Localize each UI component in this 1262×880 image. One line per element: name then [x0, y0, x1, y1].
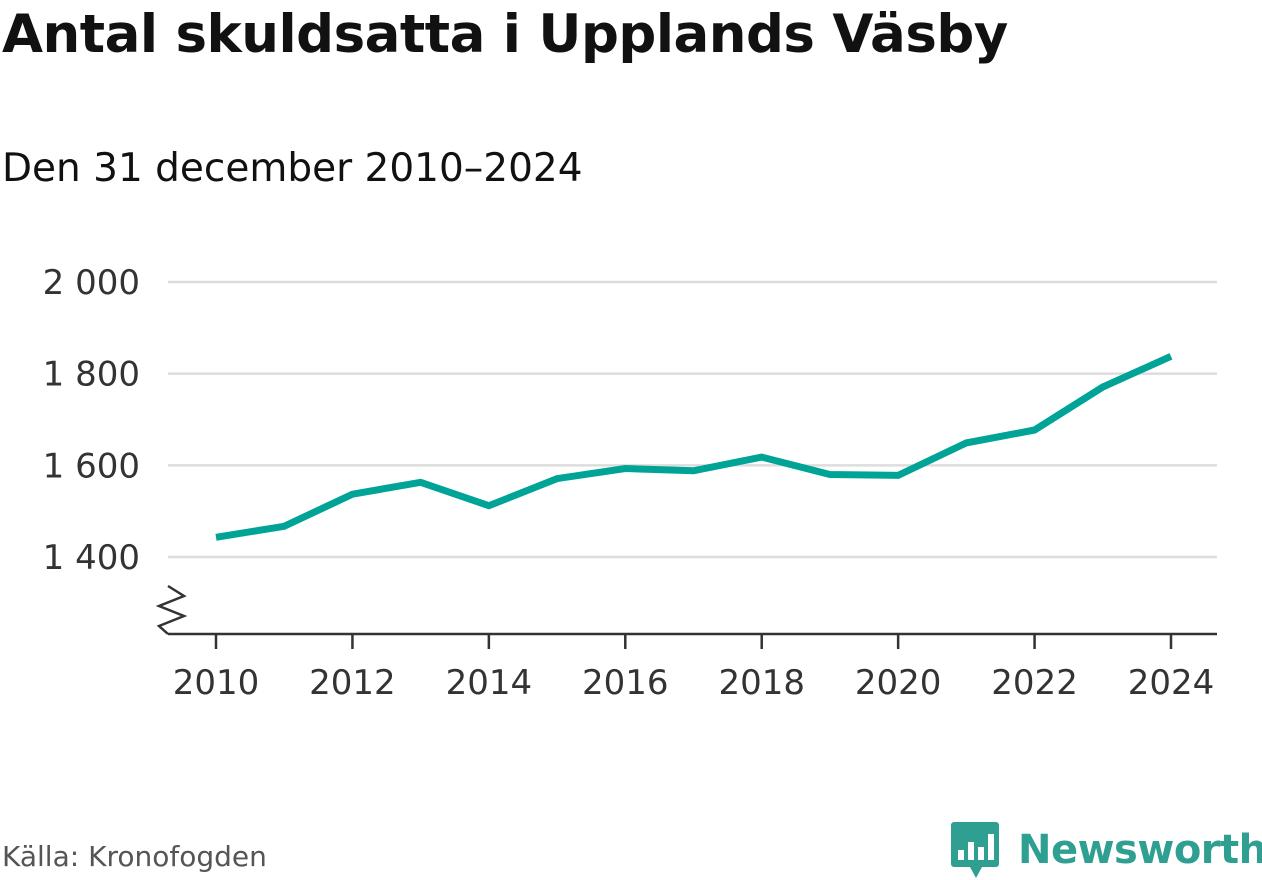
x-tick-label: 2024 [1128, 663, 1215, 703]
y-tick-label: 1 600 [43, 446, 140, 486]
source-note: Källa: Kronofogden [2, 840, 267, 873]
newsworthy-logo-icon [951, 822, 999, 878]
x-tick-label: 2010 [173, 663, 260, 703]
x-tick-label: 2014 [446, 663, 533, 703]
chart-subtitle: Den 31 december 2010–2024 [2, 146, 583, 191]
x-tick-label: 2016 [582, 663, 669, 703]
y-tick-label: 1 800 [43, 355, 140, 395]
x-tick-label: 2018 [718, 663, 805, 703]
axis-break-icon [155, 584, 188, 635]
newsworthy-logo-text: Newsworthy [1018, 827, 1262, 873]
x-tick-label: 2020 [855, 663, 942, 703]
series-layer [215, 353, 1173, 541]
x-tick-label: 2022 [991, 663, 1078, 703]
x-axis [155, 584, 1217, 649]
y-tick-label: 1 400 [43, 538, 140, 578]
y-tick-label: 2 000 [43, 263, 140, 303]
chart-title: Antal skuldsatta i Upplands Väsby [2, 4, 1008, 65]
gridlines [168, 280, 1217, 559]
x-axis-labels: 2010 2012 2014 2016 2018 2020 2022 2024 [173, 663, 1215, 703]
y-axis-labels: 1 400 1 600 1 800 2 000 [43, 263, 140, 578]
newsworthy-logo: Newsworthy [950, 820, 1262, 880]
series-line-0 [215, 353, 1173, 541]
x-tick-label: 2012 [309, 663, 396, 703]
